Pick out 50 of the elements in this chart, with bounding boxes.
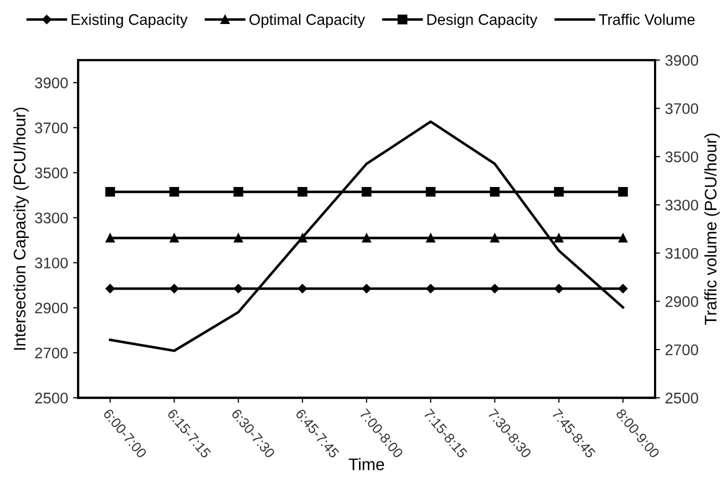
point xyxy=(362,284,372,294)
point xyxy=(106,284,115,294)
point xyxy=(490,284,500,294)
point xyxy=(170,284,179,294)
point xyxy=(233,186,244,197)
point xyxy=(298,186,308,197)
point xyxy=(298,284,308,294)
legend-label: Design Capacity xyxy=(427,14,538,28)
y2-tick-label: 3300 xyxy=(665,200,698,211)
y-tick-label: 3100 xyxy=(34,258,68,268)
point xyxy=(170,233,179,242)
y2-tick-label: 3900 xyxy=(665,54,698,66)
line-series xyxy=(108,120,624,352)
legend-label: Optimal Capacity xyxy=(249,14,366,28)
y2-tick-label: 3500 xyxy=(665,151,698,162)
point xyxy=(426,284,436,294)
point xyxy=(490,186,500,197)
y-tick-label: 3700 xyxy=(34,122,68,134)
point xyxy=(362,233,372,242)
point xyxy=(234,233,243,242)
y2-tick-label: 3700 xyxy=(665,103,698,114)
point xyxy=(169,186,180,197)
y-tick-label: 3300 xyxy=(34,212,68,224)
legend-label: Existing Capacity xyxy=(72,14,188,28)
y2-tick-label: 2900 xyxy=(666,296,698,307)
point xyxy=(554,186,564,197)
point xyxy=(554,233,564,242)
legend-label: Traffic Volume xyxy=(598,14,695,25)
point xyxy=(490,233,500,242)
y-tick-label: 3900 xyxy=(34,78,68,88)
point xyxy=(426,186,436,197)
y2-tick-label: 2500 xyxy=(666,392,698,404)
y-tick-label: 3500 xyxy=(34,168,68,178)
point xyxy=(362,186,372,197)
y2-tick-label: 3100 xyxy=(665,248,698,259)
y-axis-title: Intersection Capacity (PCU/hour) xyxy=(13,108,29,350)
point xyxy=(106,233,115,242)
y-tick-label: 2900 xyxy=(35,302,68,314)
point xyxy=(234,284,243,294)
x-axis-title: Time xyxy=(348,458,384,470)
y2-tick-label: 2700 xyxy=(666,344,698,356)
point xyxy=(618,284,628,294)
point xyxy=(426,233,436,242)
y-tick-label: 2500 xyxy=(35,392,68,404)
point xyxy=(618,186,628,197)
y-tick-label: 2700 xyxy=(35,348,68,358)
point xyxy=(554,284,564,294)
point xyxy=(105,186,115,197)
point xyxy=(618,233,628,242)
y2-axis-title: Traffic volume (PCU/hour) xyxy=(704,134,720,325)
